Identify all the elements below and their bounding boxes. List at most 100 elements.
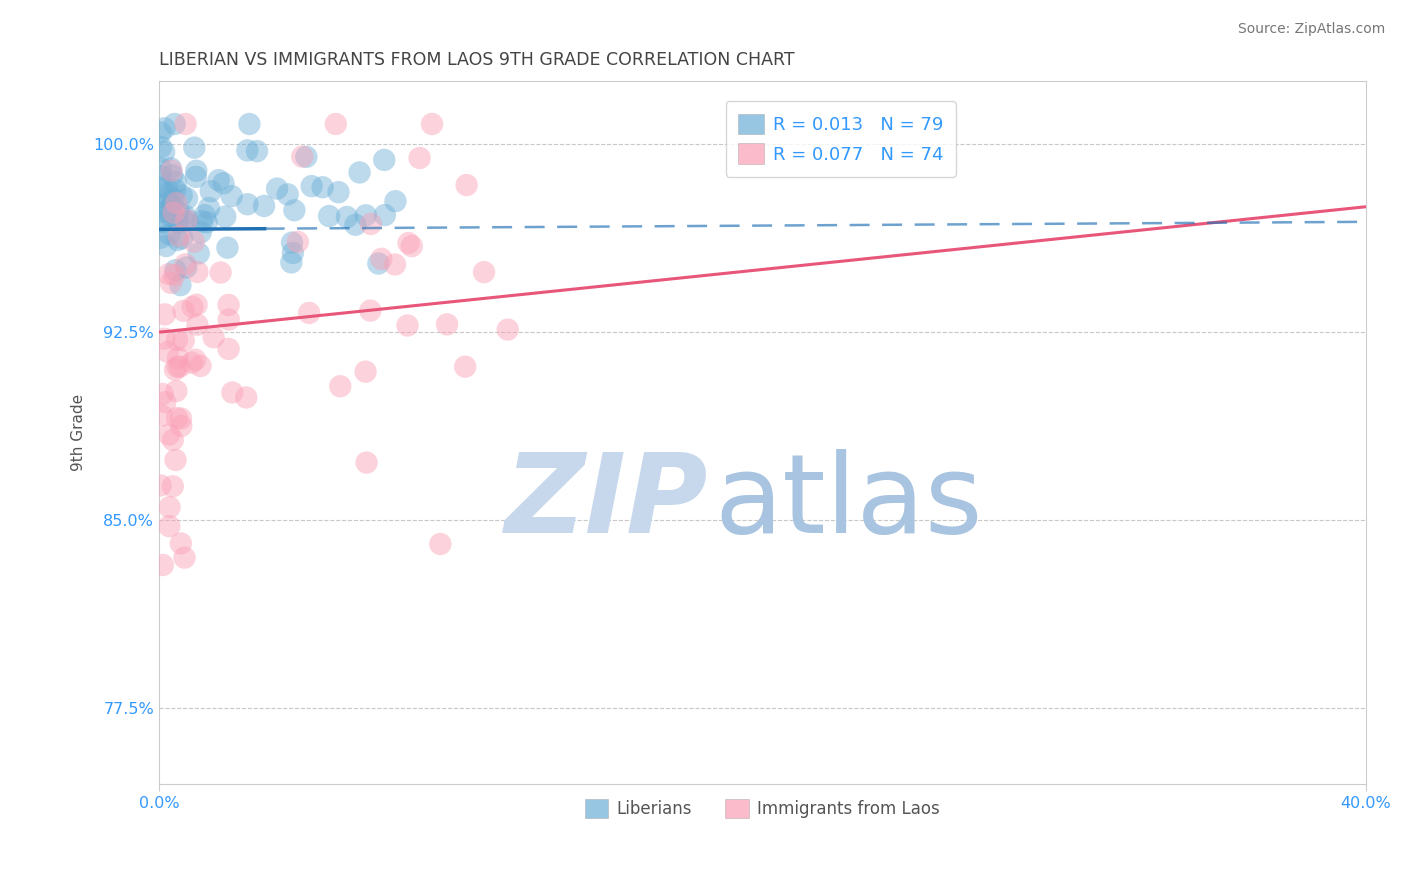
Point [162,479,184,493]
Point [176,192,198,206]
Point [160,211,183,225]
Point [176,213,198,227]
Point [181,300,204,314]
Point [218,342,240,356]
Point [401,239,423,253]
Point [354,365,377,379]
Point [159,202,181,216]
Point [174,117,197,131]
Point [367,256,389,270]
Point [374,208,396,222]
Point [298,306,321,320]
Point [176,213,198,227]
Point [169,278,191,293]
Point [212,176,235,190]
Point [173,214,195,228]
Point [149,196,172,211]
Point [396,318,419,333]
Point [149,125,172,139]
Point [165,453,187,467]
Point [149,230,172,244]
Point [420,117,443,131]
Point [155,191,177,205]
Point [152,215,174,229]
Point [173,209,195,223]
Point [163,362,186,376]
Point [157,427,180,442]
Point [162,433,184,447]
Point [165,196,187,211]
Legend: Liberians, Immigrants from Laos: Liberians, Immigrants from Laos [578,792,946,824]
Point [436,318,458,332]
Point [166,411,188,425]
Point [202,330,225,344]
Point [221,189,243,203]
Point [496,322,519,336]
Point [456,178,478,192]
Point [236,144,259,158]
Point [159,500,181,515]
Point [173,334,195,348]
Point [166,233,188,247]
Point [311,180,333,194]
Point [291,149,314,163]
Point [207,173,229,187]
Point [176,260,198,275]
Point [162,169,184,183]
Point [349,165,371,179]
Y-axis label: 9th Grade: 9th Grade [72,394,86,471]
Point [157,519,180,533]
Point [318,209,340,223]
Point [454,359,477,374]
Text: LIBERIAN VS IMMIGRANTS FROM LAOS 9TH GRADE CORRELATION CHART: LIBERIAN VS IMMIGRANTS FROM LAOS 9TH GRA… [159,51,794,69]
Point [281,235,304,250]
Point [162,205,184,219]
Point [235,391,257,405]
Point [217,241,239,255]
Point [281,246,304,260]
Point [184,352,207,367]
Point [170,536,193,550]
Text: ZIP: ZIP [505,450,709,557]
Point [150,161,173,176]
Point [408,151,430,165]
Point [186,163,208,178]
Point [329,379,352,393]
Point [156,187,179,202]
Point [162,192,184,206]
Point [170,188,193,202]
Point [159,227,181,242]
Point [200,184,222,198]
Point [354,208,377,222]
Point [398,235,420,250]
Point [384,194,406,209]
Point [295,150,318,164]
Point [150,214,173,228]
Point [253,199,276,213]
Point [214,210,236,224]
Point [155,239,177,253]
Point [160,163,183,178]
Point [165,263,187,277]
Point [167,229,190,244]
Point [384,257,406,271]
Point [186,298,208,312]
Point [195,215,218,229]
Point [150,140,173,154]
Point [287,235,309,249]
Point [163,117,186,131]
Point [170,419,193,434]
Point [159,161,181,176]
Point [160,198,183,212]
Point [150,180,173,194]
Point [167,351,190,365]
Point [336,210,359,224]
Point [173,303,195,318]
Point [198,201,221,215]
Point [156,344,179,359]
Point [194,208,217,222]
Point [218,298,240,312]
Point [283,203,305,218]
Point [153,332,176,346]
Point [149,478,172,492]
